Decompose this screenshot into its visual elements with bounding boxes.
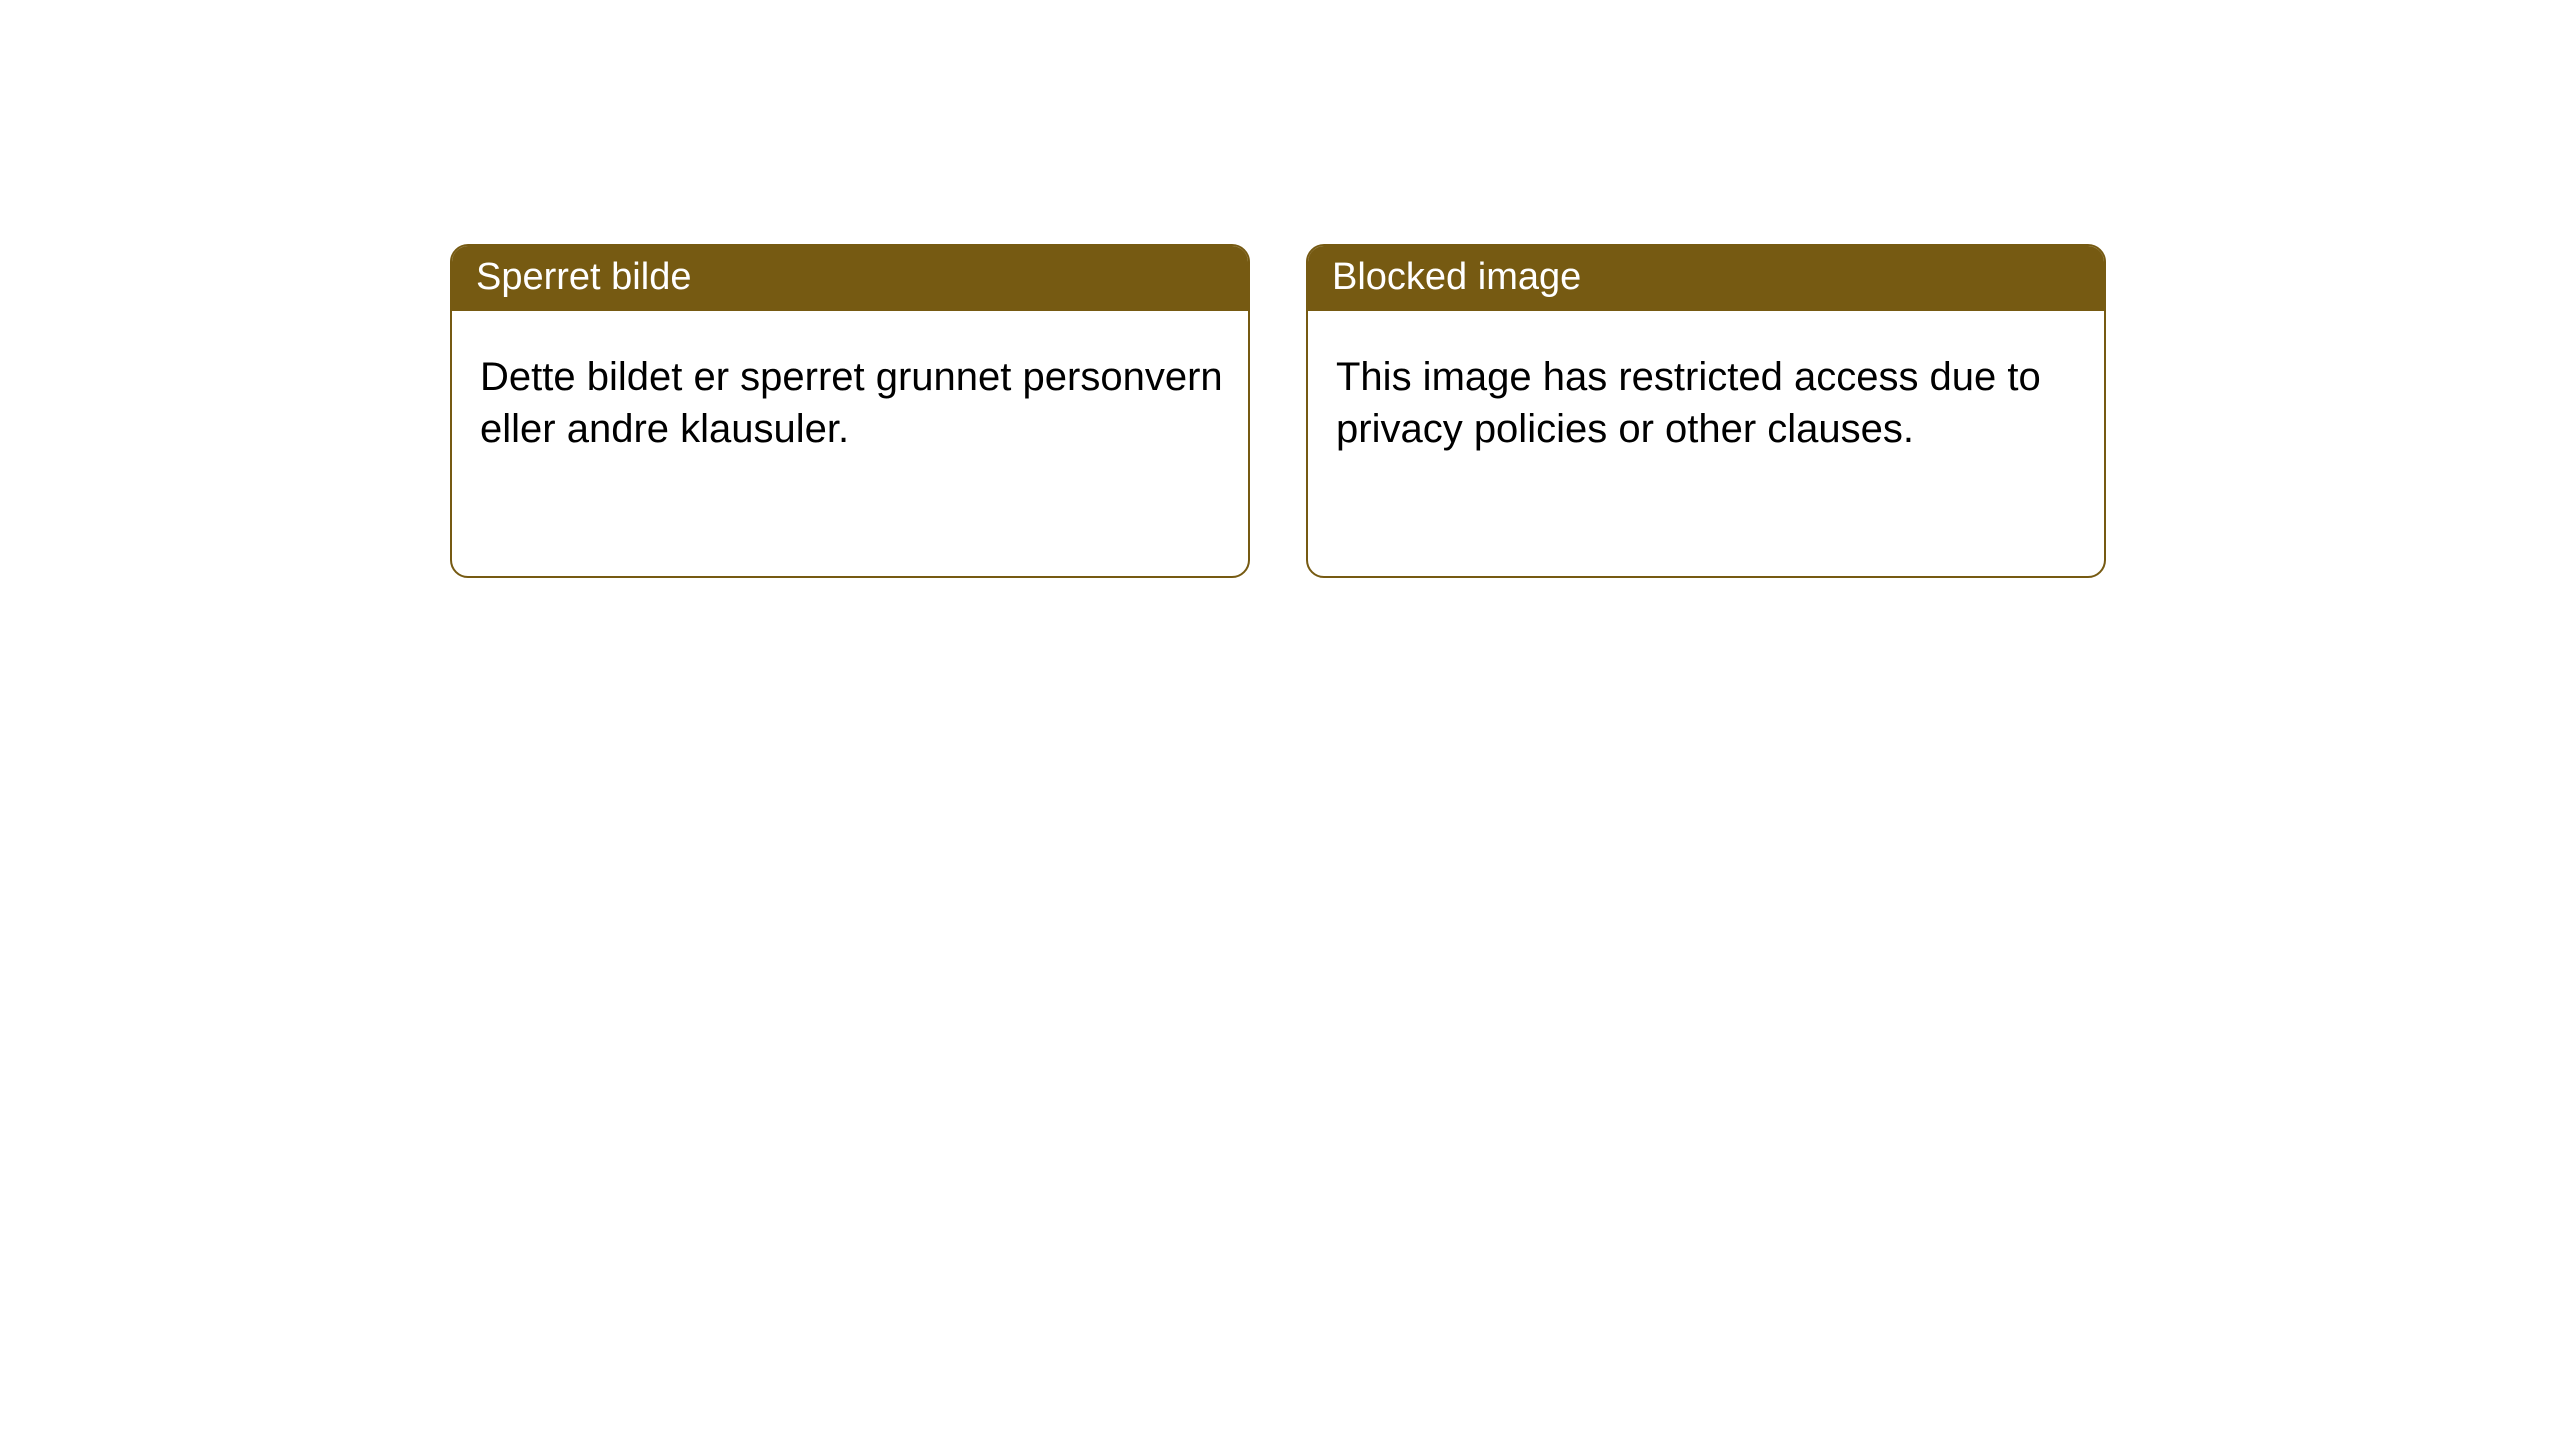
notice-container: Sperret bilde Dette bildet er sperret gr…: [0, 0, 2560, 578]
notice-body-no: Dette bildet er sperret grunnet personve…: [452, 311, 1248, 479]
notice-header-en: Blocked image: [1308, 246, 2104, 311]
notice-body-en: This image has restricted access due to …: [1308, 311, 2104, 479]
notice-header-no: Sperret bilde: [452, 246, 1248, 311]
notice-card-no: Sperret bilde Dette bildet er sperret gr…: [450, 244, 1250, 578]
notice-card-en: Blocked image This image has restricted …: [1306, 244, 2106, 578]
